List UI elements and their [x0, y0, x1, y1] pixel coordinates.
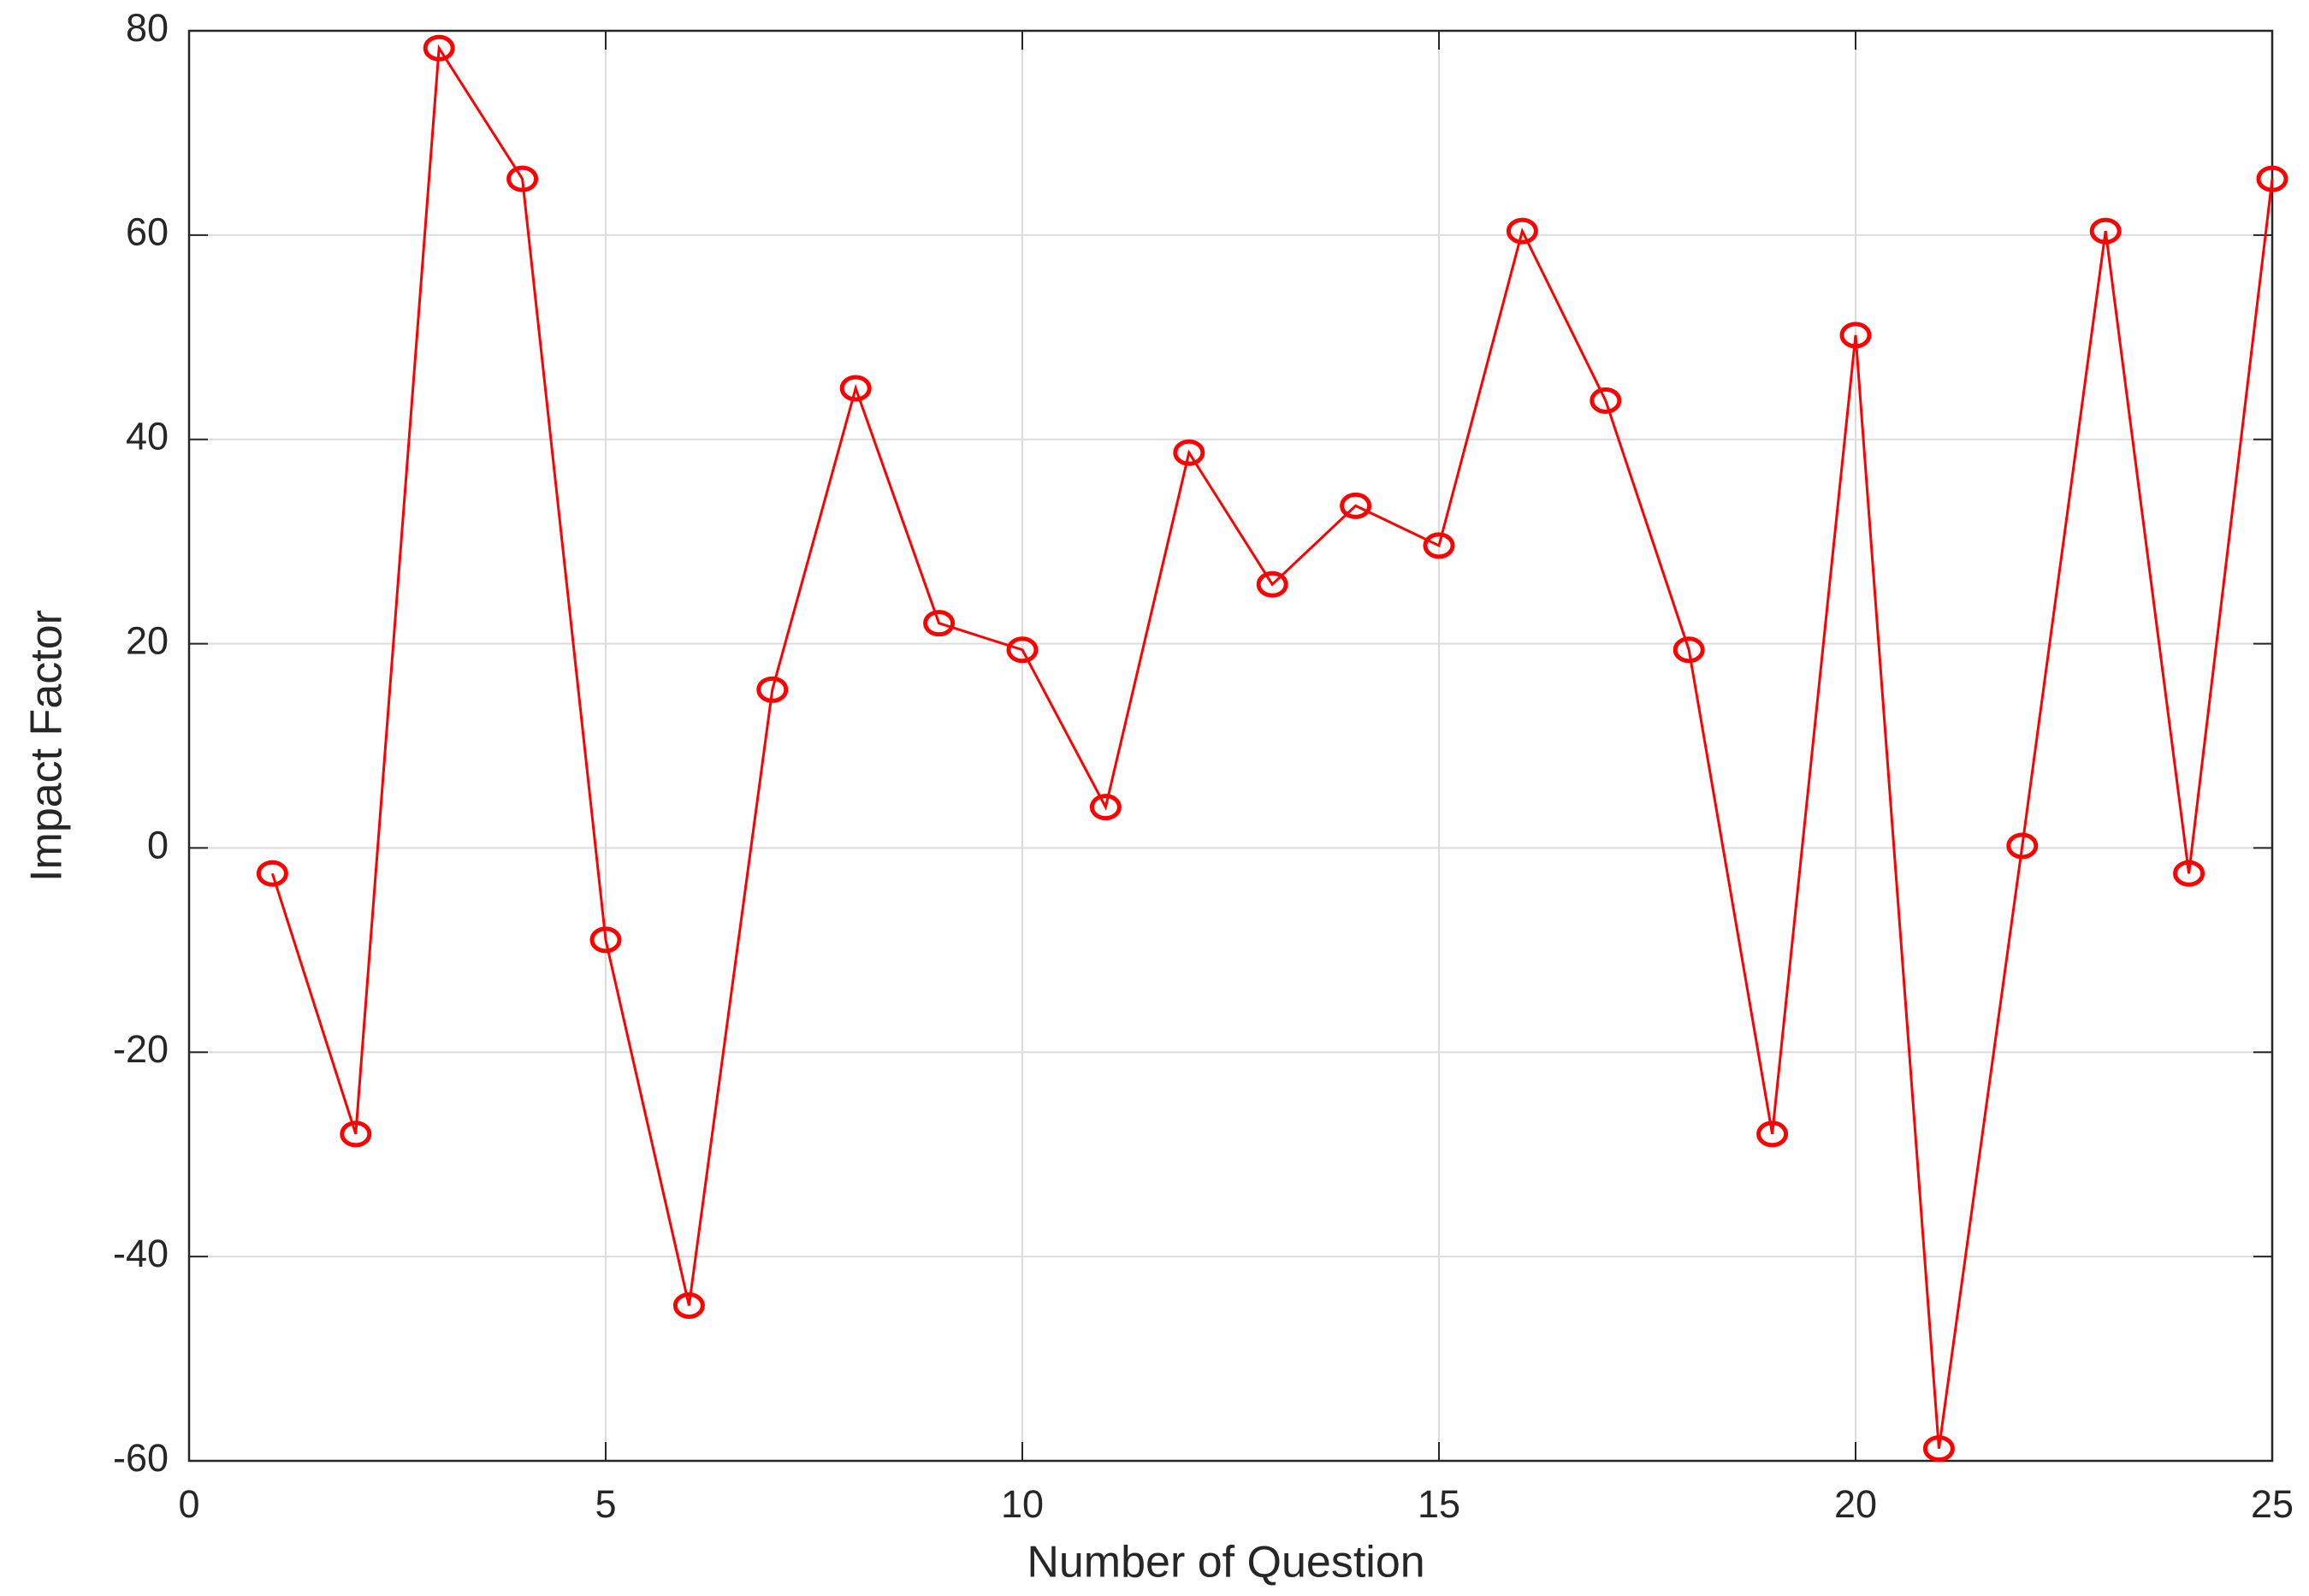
- y-tick-label: -20: [113, 1027, 169, 1071]
- data-point: [2006, 832, 2039, 860]
- y-tick-label: 0: [147, 823, 169, 866]
- data-point: [1506, 217, 1538, 245]
- x-tick-label: 5: [595, 1482, 616, 1526]
- data-point: [923, 610, 956, 637]
- data-point: [1173, 439, 1205, 466]
- x-tick-label: 25: [2251, 1482, 2294, 1526]
- data-line: [270, 44, 2274, 1449]
- y-axis-label: Impact Factor: [22, 610, 72, 882]
- y-tick-label: 40: [126, 415, 169, 458]
- data-point: [2256, 165, 2288, 192]
- data-point: [1590, 387, 1622, 414]
- data-point: [756, 676, 789, 703]
- y-tick-label: -40: [113, 1232, 169, 1275]
- data-point: [2089, 217, 2122, 245]
- data-point: [1839, 322, 1872, 349]
- data-point: [1922, 1435, 1955, 1463]
- y-tick-label: 60: [126, 210, 169, 254]
- data-point: [506, 165, 539, 192]
- data-point: [1006, 636, 1039, 664]
- x-tick-label: 20: [1834, 1482, 1877, 1526]
- x-tick-label: 15: [1418, 1482, 1460, 1526]
- data-point: [1256, 570, 1288, 598]
- data-point: [1673, 636, 1705, 664]
- data-point: [1340, 492, 1372, 519]
- data-point: [589, 926, 622, 954]
- data-point: [672, 1292, 705, 1319]
- data-point: [839, 375, 872, 402]
- data-point: [1089, 794, 1122, 821]
- x-axis-label: Number of Question: [1027, 1538, 1424, 1587]
- y-tick-label: 20: [126, 618, 169, 662]
- x-tick-label: 0: [178, 1482, 199, 1526]
- data-point: [423, 34, 455, 62]
- data-point: [1756, 1120, 1789, 1148]
- y-tick-label: -60: [113, 1436, 169, 1480]
- x-tick-label: 10: [1001, 1482, 1044, 1526]
- data-point: [1423, 532, 1455, 559]
- data-point: [256, 860, 288, 887]
- y-tick-label: 80: [126, 6, 169, 50]
- data-point: [2173, 860, 2205, 887]
- data-point: [340, 1120, 372, 1148]
- plot-frame: [187, 29, 2274, 1463]
